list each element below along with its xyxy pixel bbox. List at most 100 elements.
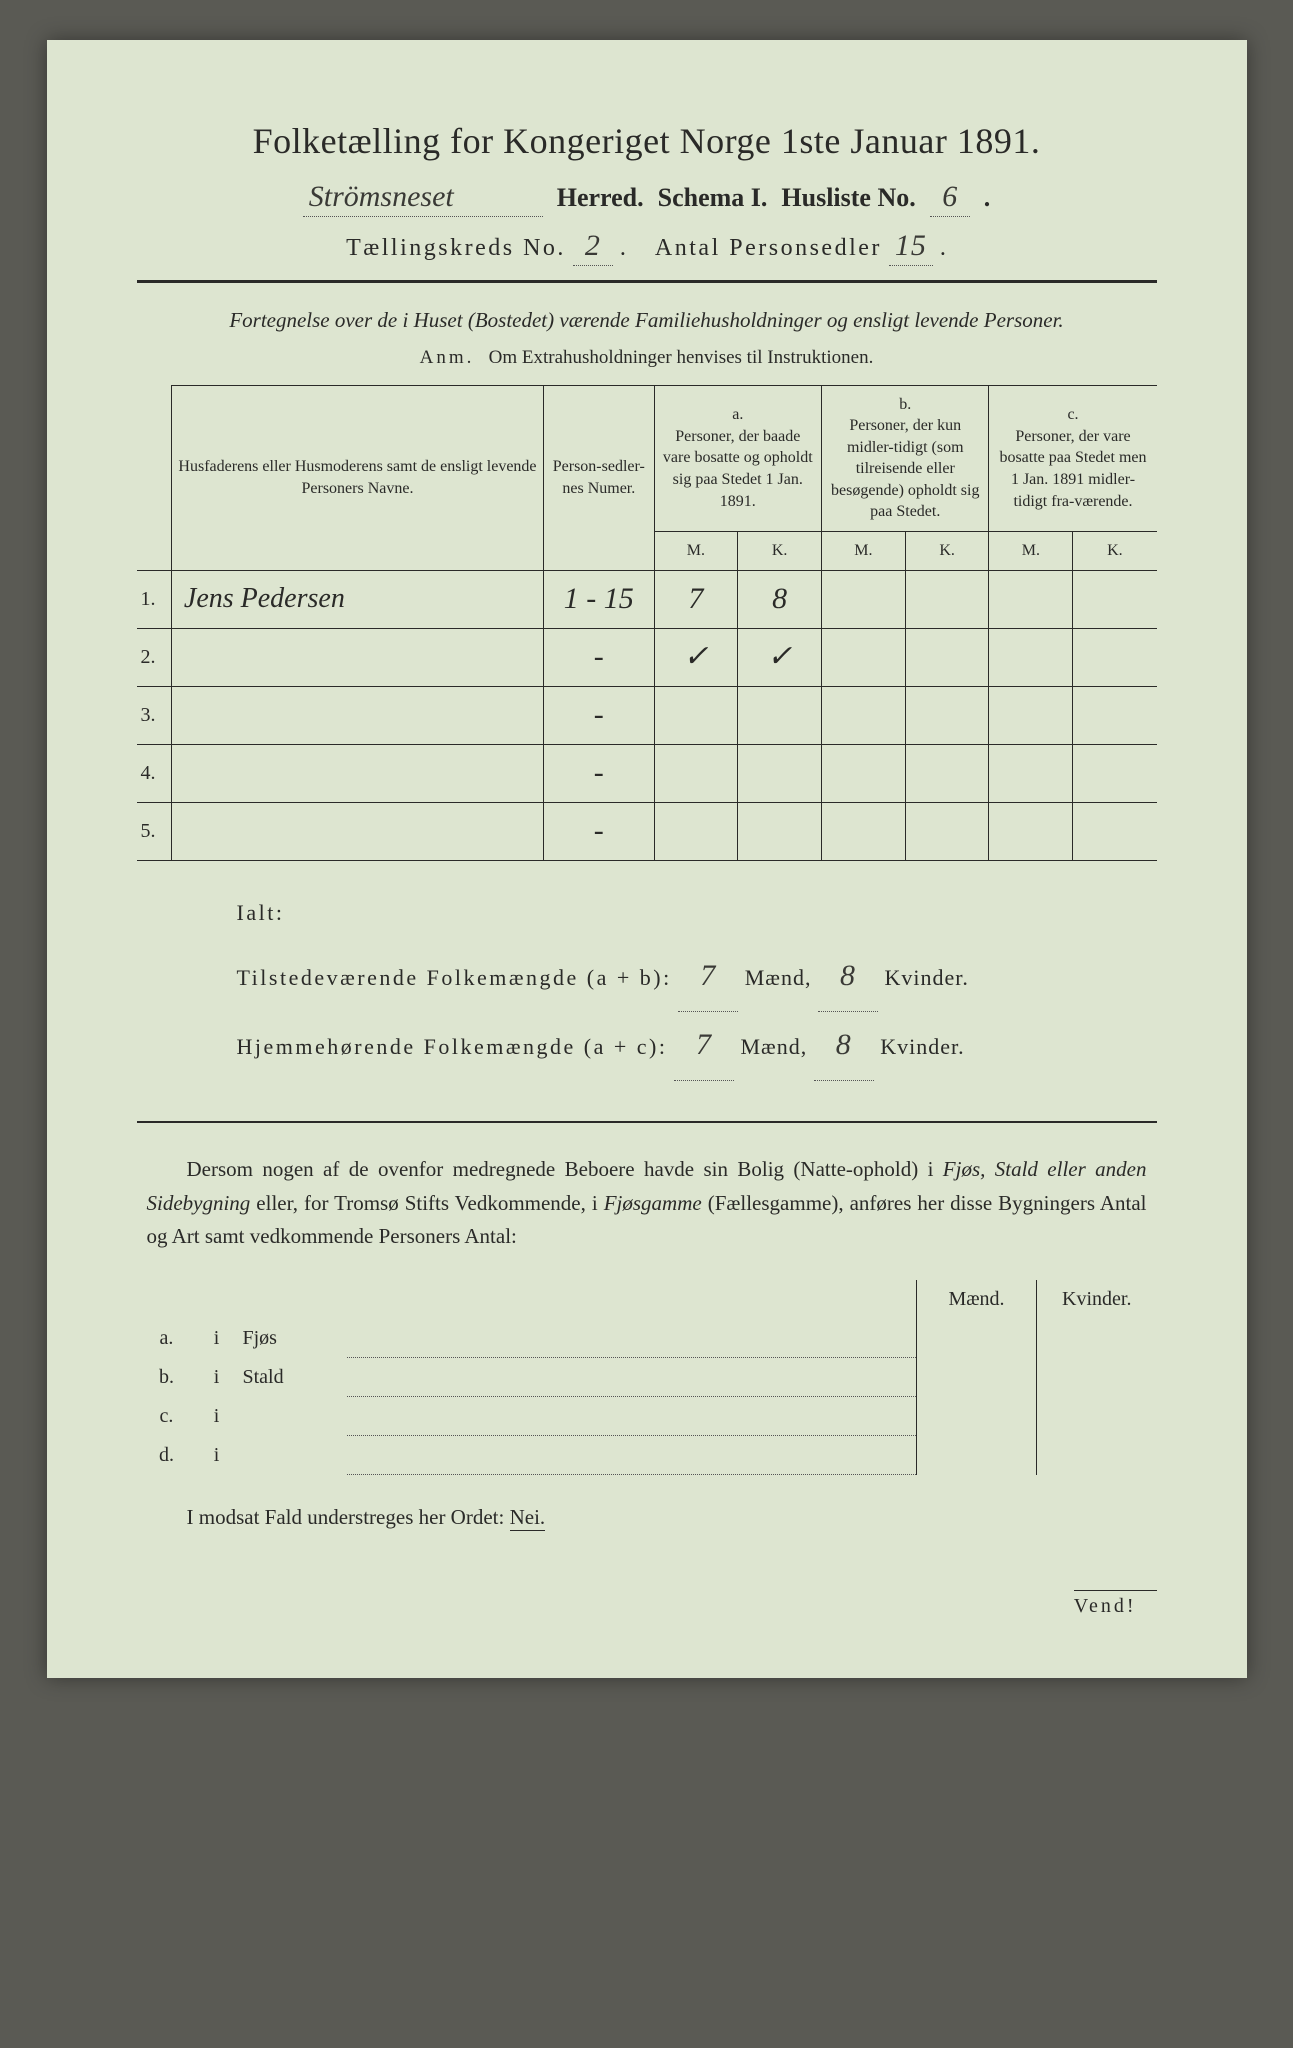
personsedler-label: Antal Personsedler [655,235,882,261]
side-i: i [197,1397,237,1436]
side-dots [347,1319,917,1358]
col-a-m: M. [654,532,738,571]
totals-line-2: Hjemmehørende Folkemængde (a + c): 7 Mæn… [237,1012,1157,1081]
table-row: 5.- [137,802,1157,860]
ialt-label: Ialt: [237,889,1157,937]
table-row: 3.- [137,686,1157,744]
side-label: b. [137,1358,197,1397]
table-row: 2.-✓✓ [137,628,1157,686]
side-kvinder-header: Kvinder. [1037,1280,1157,1319]
divider [137,280,1157,283]
present-women: 8 [818,943,878,1012]
side-maend-cell [917,1436,1037,1475]
intro-text: Fortegnelse over de i Huset (Bostedet) v… [167,305,1127,337]
sedler-numer: - [544,686,654,744]
kreds-row: Tællingskreds No. 2 . Antal Personsedler… [137,229,1157,266]
side-maend-header: Mænd. [917,1280,1037,1319]
vend-label: Vend! [1074,1590,1157,1618]
row-number: 4. [137,744,172,802]
page-title: Folketælling for Kongeriget Norge 1ste J… [137,120,1157,162]
cell-c-k [1073,744,1157,802]
side-maend-cell [917,1397,1037,1436]
side-i: i [197,1358,237,1397]
cell-a-k: 8 [738,570,822,628]
side-maend-cell [917,1358,1037,1397]
cell-c-m [989,744,1073,802]
col-a-k: K. [738,532,822,571]
col-c-m: M. [989,532,1073,571]
col-b-header: b. Personer, der kun midler-tidigt (som … [822,385,989,532]
cell-b-m [822,570,906,628]
cell-a-m: ✓ [654,628,738,686]
household-table: Husfaderens eller Husmoderens samt de en… [137,385,1157,861]
side-maend-cell [917,1319,1037,1358]
householder-name: Jens Pedersen [171,570,543,628]
cell-c-m [989,628,1073,686]
anm-label: Anm. [420,347,475,368]
side-kind: Stald [237,1358,347,1397]
cell-c-m [989,802,1073,860]
row-number: 2. [137,628,172,686]
husliste-value: 6 [930,180,970,217]
herred-label: Herred. [557,183,644,213]
cell-c-m [989,570,1073,628]
cell-b-m [822,744,906,802]
sedler-numer: - [544,744,654,802]
totals-block: Ialt: Tilstedeværende Folkemængde (a + b… [237,889,1157,1081]
divider [137,1121,1157,1123]
side-dots [347,1436,917,1475]
anm-line: Anm. Om Extrahusholdninger henvises til … [137,347,1157,369]
cell-a-k [738,802,822,860]
cell-a-m [654,686,738,744]
herred-row: Strömsneset Herred. Schema I. Husliste N… [137,180,1157,217]
side-dots [347,1358,917,1397]
side-kind [237,1436,347,1475]
col-a-header: a. Personer, der baade vare bosatte og o… [654,385,821,532]
householder-name [171,628,543,686]
totals-line-1: Tilstedeværende Folkemængde (a + b): 7 M… [237,943,1157,1012]
cell-b-k [905,802,989,860]
cell-a-k: ✓ [738,628,822,686]
resident-men: 7 [674,1012,734,1081]
cell-b-m [822,686,906,744]
present-men: 7 [678,943,738,1012]
col-c-header: c. Personer, der vare bosatte paa Stedet… [989,385,1157,532]
cell-a-m: 7 [654,570,738,628]
sedler-numer: - [544,628,654,686]
row-number: 5. [137,802,172,860]
herred-value: Strömsneset [303,180,543,217]
side-row: c.i [137,1397,1157,1436]
side-kvinder-cell [1037,1319,1157,1358]
side-i: i [197,1436,237,1475]
cell-a-k [738,744,822,802]
cell-a-m [654,744,738,802]
census-form-page: Folketælling for Kongeriget Norge 1ste J… [47,40,1247,1678]
side-row: d.i [137,1436,1157,1475]
side-label: c. [137,1397,197,1436]
side-label: d. [137,1436,197,1475]
closing-line: I modsat Fald understreges her Ordet: Ne… [187,1505,1147,1530]
cell-c-k [1073,802,1157,860]
husliste-label: Husliste No. [781,183,915,213]
kreds-value: 2 [573,229,613,266]
cell-c-k [1073,686,1157,744]
householder-name [171,744,543,802]
side-label: a. [137,1319,197,1358]
col-numer-header: Person-sedler-nes Numer. [544,385,654,570]
cell-b-k [905,570,989,628]
side-i: i [197,1319,237,1358]
cell-a-k [738,686,822,744]
side-kind: Fjøs [237,1319,347,1358]
side-building-paragraph: Dersom nogen af de ovenfor medregnede Be… [147,1153,1147,1254]
cell-c-k [1073,628,1157,686]
row-number: 1. [137,570,172,628]
side-row: a.iFjøs [137,1319,1157,1358]
cell-c-k [1073,570,1157,628]
cell-a-m [654,802,738,860]
side-row: b.iStald [137,1358,1157,1397]
col-c-k: K. [1073,532,1157,571]
col-b-k: K. [905,532,989,571]
resident-women: 8 [814,1012,874,1081]
side-building-table: Mænd. Kvinder. a.iFjøsb.iStaldc.id.i [137,1280,1157,1476]
nei-word: Nei. [510,1505,546,1531]
